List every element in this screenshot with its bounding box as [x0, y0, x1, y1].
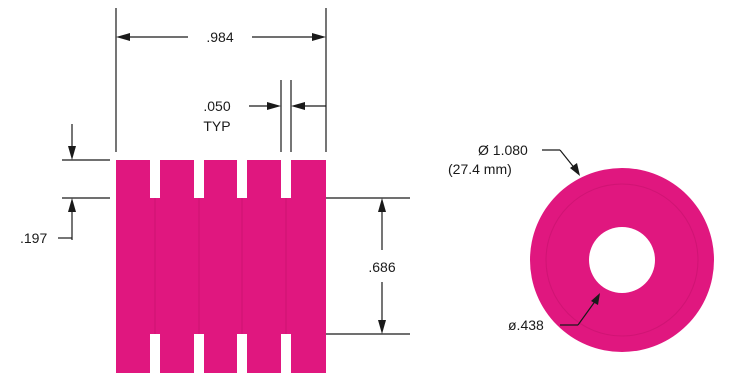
center-height-label: .686: [368, 259, 395, 275]
bore: [589, 227, 655, 293]
hidden-circle: [545, 183, 699, 337]
slot-width-label: .050: [203, 98, 230, 114]
bottom-slots: [150, 334, 291, 373]
overall-width-dimension: .984: [115, 8, 327, 152]
inner-diameter-label: ø.438: [508, 317, 544, 333]
slot: [150, 160, 160, 198]
outer-diameter-metric-label: (27.4 mm): [448, 161, 512, 177]
side-view: .984 .050 TYP .197: [20, 8, 410, 373]
slot: [237, 334, 247, 373]
slot-width-dimension: .050 TYP: [203, 80, 326, 152]
slot-width-note: TYP: [203, 118, 230, 134]
overall-width-label: .984: [206, 29, 233, 45]
slot: [237, 160, 247, 198]
hidden-lines: [154, 198, 287, 334]
inner-diameter-leader: ø.438: [508, 293, 600, 333]
top-slots: [150, 160, 291, 198]
top-offset-label: .197: [20, 230, 47, 246]
outer-diameter-leader: Ø 1.080 (27.4 mm): [448, 142, 580, 177]
top-offset-dimension: .197: [20, 124, 110, 246]
slot: [194, 334, 204, 373]
part-body: [116, 160, 326, 373]
slot: [194, 160, 204, 198]
slot: [281, 160, 291, 198]
end-view: Ø 1.080 (27.4 mm) ø.438: [448, 142, 714, 352]
slot: [150, 334, 160, 373]
slot: [281, 334, 291, 373]
center-height-dimension: .686: [326, 197, 410, 335]
outer-diameter-label: Ø 1.080: [478, 142, 528, 158]
